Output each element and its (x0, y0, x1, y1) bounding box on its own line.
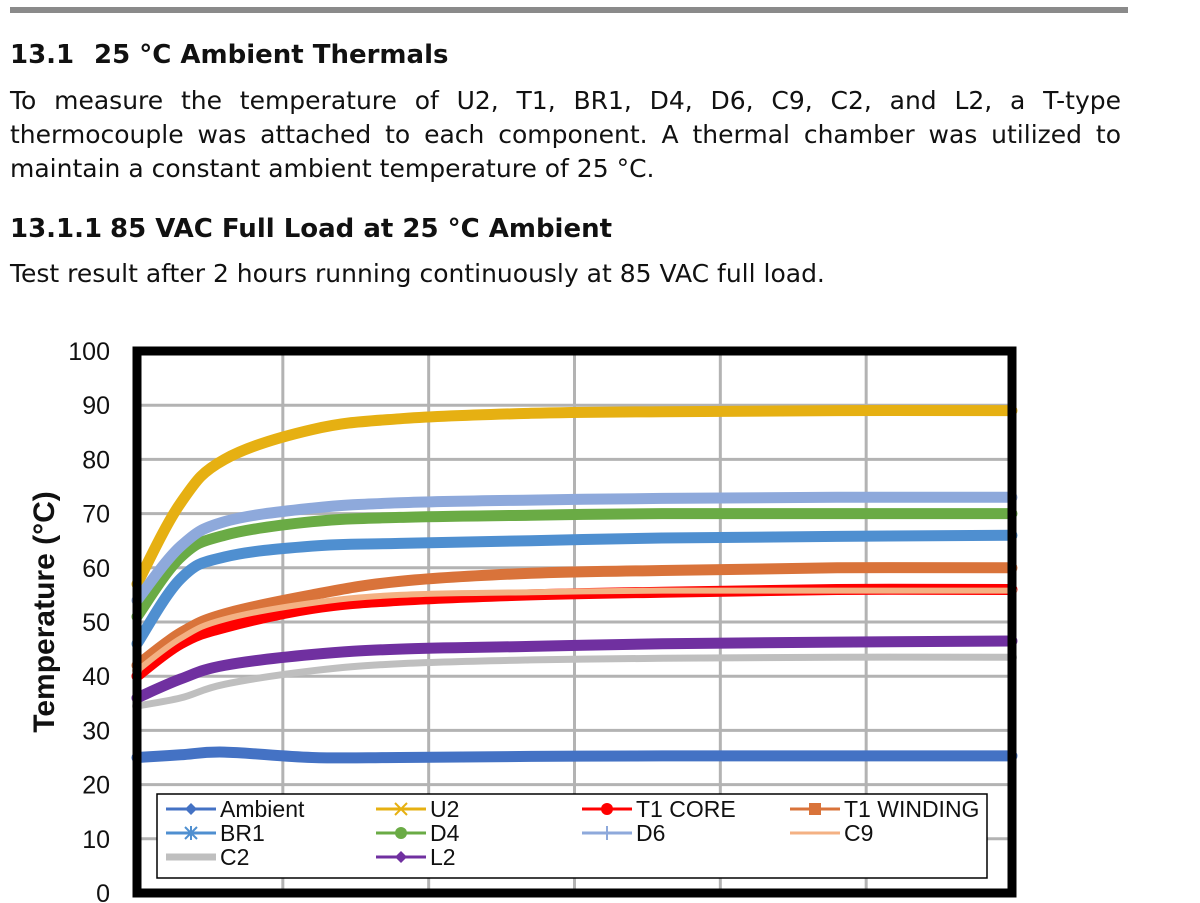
legend-marker (809, 803, 821, 815)
series-line-br1 (131, 529, 1018, 650)
subsection-number: 13.1.1 (10, 214, 103, 244)
legend-box (156, 793, 988, 879)
legend-label: D4 (430, 820, 460, 846)
y-tick-label: 10 (82, 826, 110, 854)
thermal-chart: 0 10 20 30 40 50 60 70 80 90 100 Temperature (°C) Am… (28, 338, 1018, 903)
y-tick-label: 0 (96, 880, 110, 903)
legend-item-l2: L2 (376, 844, 456, 870)
y-tick-label: 90 (82, 392, 110, 420)
series-line-d6 (131, 491, 1018, 606)
legend-label: BR1 (220, 820, 265, 846)
legend-label: L2 (430, 844, 456, 870)
y-tick-label: 50 (82, 609, 110, 637)
legend-item-c9: C9 (790, 820, 873, 846)
series-group (131, 405, 1018, 764)
legend-marker (394, 802, 408, 816)
series-line-u2 (131, 405, 1018, 590)
legend-label: D6 (636, 820, 665, 846)
y-tick-label: 20 (82, 772, 110, 800)
y-tick-label: 80 (82, 446, 110, 474)
legend-marker (395, 851, 407, 863)
legend-label: T1 WINDING (844, 796, 979, 822)
legend-marker (184, 826, 198, 840)
legend-marker (809, 831, 821, 835)
section-number: 13.1 (10, 40, 75, 70)
legend-label: U2 (430, 796, 459, 822)
legend-marker (395, 827, 407, 839)
legend-item-t1-winding: T1 WINDING (790, 796, 979, 822)
subsection-heading: 13.1.1 85 VAC Full Load at 25 °C Ambient (10, 214, 612, 244)
legend-item-t1-core: T1 CORE (582, 796, 736, 822)
legend-marker (601, 803, 613, 815)
legend-item-ambient: Ambient (166, 796, 305, 822)
legend-item-br1: BR1 (166, 820, 265, 846)
y-tick-label: 40 (82, 663, 110, 691)
series-line-c2 (133, 653, 1016, 710)
section-heading: 13.1 25 °C Ambient Thermals (10, 40, 448, 70)
y-tick-label: 30 (82, 717, 110, 745)
y-tick-label: 100 (68, 338, 110, 366)
series-line-l2 (131, 635, 1018, 704)
legend-label: Ambient (220, 796, 305, 822)
legend-marker (185, 803, 197, 815)
legend-label: C2 (220, 844, 249, 870)
series-line-d4 (131, 507, 1018, 623)
y-axis-label: Temperature (°C) (28, 491, 61, 732)
series-line-t1-winding (131, 562, 1018, 671)
legend: Ambient U2 T1 CORE T1 WINDING BR1 D4 D6 C9 C2 L2 (156, 793, 988, 879)
y-tick-label: 60 (82, 555, 110, 583)
subsection-text: Test result after 2 hours running contin… (10, 259, 825, 288)
plot-frame (132, 346, 1017, 898)
section-title: 25 °C Ambient Thermals (94, 40, 449, 70)
legend-item-d4: D4 (376, 820, 460, 846)
legend-label: T1 CORE (636, 796, 736, 822)
subsection-title: 85 VAC Full Load at 25 °C Ambient (110, 214, 613, 244)
top-rule (10, 7, 1128, 13)
y-tick-label: 70 (82, 501, 110, 529)
section-paragraph: To measure the temperature of U2, T1, BR… (10, 86, 1121, 183)
legend-label: C9 (844, 820, 873, 846)
legend-item-u2: U2 (376, 796, 459, 822)
series-line-c9 (134, 587, 1015, 674)
legend-item-c2: C2 (166, 844, 249, 870)
legend-item-d6: D6 (582, 820, 665, 846)
series-line-ambient (131, 746, 1018, 764)
